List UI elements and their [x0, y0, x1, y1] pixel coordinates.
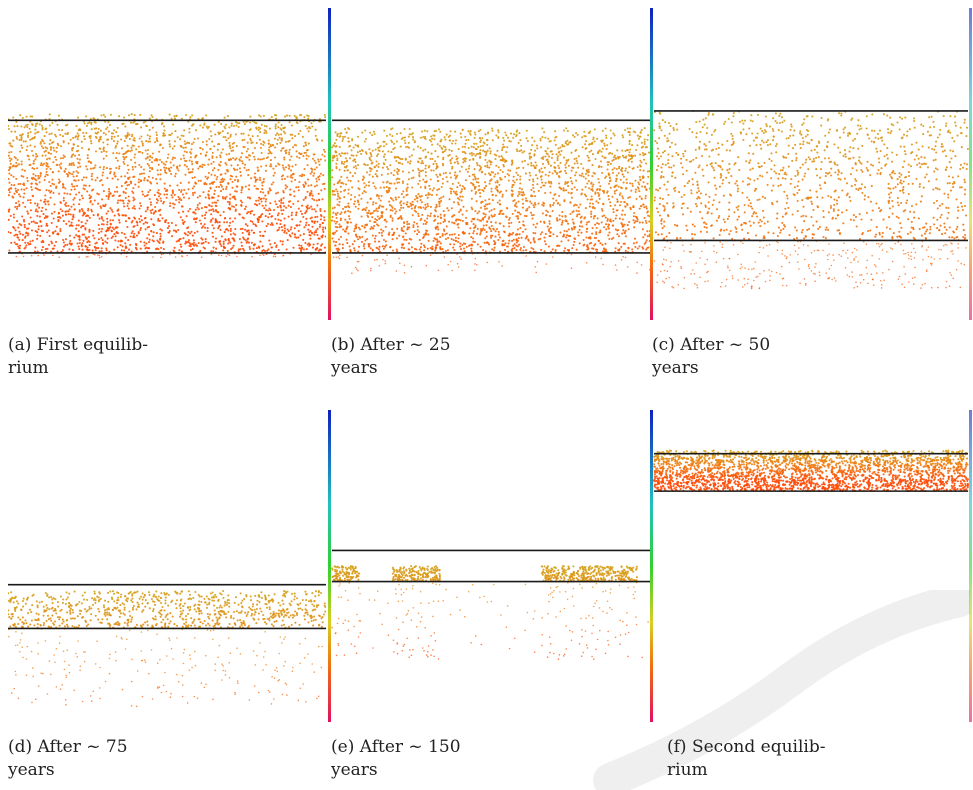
- caption-d-line1: (d) After ~ 75: [8, 737, 128, 757]
- colorbar-left: [650, 8, 653, 320]
- panel-f: [650, 410, 972, 722]
- caption-c-line1: (c) After ~ 50: [652, 335, 771, 355]
- panel-c-plot: [650, 8, 972, 320]
- panel-a: [8, 8, 326, 320]
- caption-e-line2: years: [331, 760, 378, 780]
- caption-a-line1: (a) First equilib-: [8, 335, 148, 355]
- colorbar-right: [969, 410, 972, 722]
- colorbar-left: [328, 410, 331, 722]
- particles: [653, 109, 969, 290]
- caption-b: (b) After ~ 25 years: [331, 334, 561, 380]
- particles: [652, 449, 969, 493]
- particles: [330, 127, 650, 275]
- caption-a: (a) First equilib- rium: [8, 334, 238, 380]
- panel-b-plot: [328, 8, 650, 320]
- caption-e: (e) After ~ 150 years: [331, 736, 561, 782]
- panel-f-plot: [650, 410, 972, 722]
- caption-b-line1: (b) After ~ 25: [331, 335, 451, 355]
- particles: [8, 113, 326, 259]
- caption-c: (c) After ~ 50 years: [652, 334, 882, 380]
- caption-f: (f) Second equilib- rium: [667, 736, 897, 782]
- panel-d-plot: [8, 583, 326, 708]
- panel-d: [8, 410, 326, 722]
- particles: [8, 589, 326, 708]
- caption-e-line1: (e) After ~ 150: [331, 737, 461, 757]
- caption-c-line2: years: [652, 358, 699, 378]
- colorbar-left: [650, 410, 653, 722]
- panel-e-plot: [328, 410, 650, 722]
- colorbar-right: [969, 8, 972, 320]
- caption-d: (d) After ~ 75 years: [8, 736, 238, 782]
- panel-e: [328, 410, 650, 722]
- colorbar-left: [328, 8, 331, 320]
- panel-c: [650, 8, 972, 320]
- panel-a-plot: [8, 113, 326, 259]
- panel-b: [328, 8, 650, 320]
- caption-a-line2: rium: [8, 358, 49, 378]
- caption-d-line2: years: [8, 760, 55, 780]
- particles: [331, 565, 649, 660]
- caption-b-line2: years: [331, 358, 378, 378]
- caption-f-line1: (f) Second equilib-: [667, 737, 826, 757]
- caption-f-line2: rium: [667, 760, 708, 780]
